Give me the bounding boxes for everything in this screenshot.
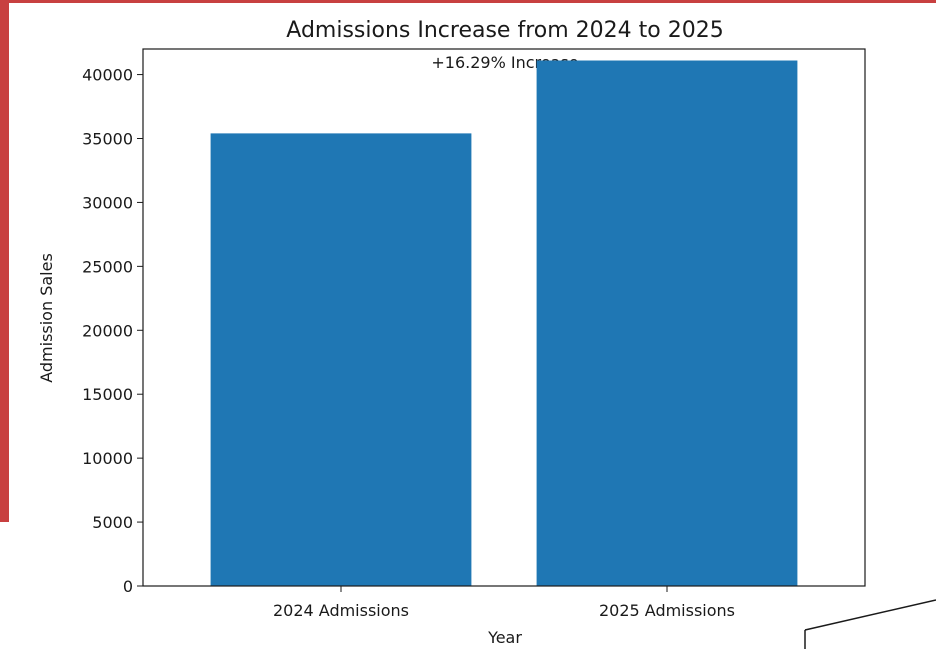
- red-frame-left: [0, 0, 9, 522]
- y-tick-label: 35000: [82, 130, 133, 149]
- red-frame-top: [0, 0, 936, 3]
- y-tick-label: 15000: [82, 385, 133, 404]
- y-tick-label: 40000: [82, 66, 133, 85]
- chart-title: Admissions Increase from 2024 to 2025: [286, 18, 723, 43]
- x-tick-label: 2024 Admissions: [273, 601, 409, 620]
- y-tick-label: 30000: [82, 193, 133, 212]
- overlay-line: [804, 599, 936, 631]
- plot-area-frame: [142, 48, 866, 587]
- bar-2: [536, 60, 798, 586]
- bar-1: [210, 133, 472, 586]
- y-tick-label: 20000: [82, 321, 133, 340]
- y-tick-label: 10000: [82, 449, 133, 468]
- y-tick-label: 25000: [82, 257, 133, 276]
- y-tick-label: 0: [123, 577, 133, 596]
- x-axis-label: Year: [487, 628, 522, 647]
- y-tick-label: 5000: [92, 513, 133, 532]
- y-axis-label: Admission Sales: [37, 253, 56, 383]
- x-tick-label: 2025 Admissions: [599, 601, 735, 620]
